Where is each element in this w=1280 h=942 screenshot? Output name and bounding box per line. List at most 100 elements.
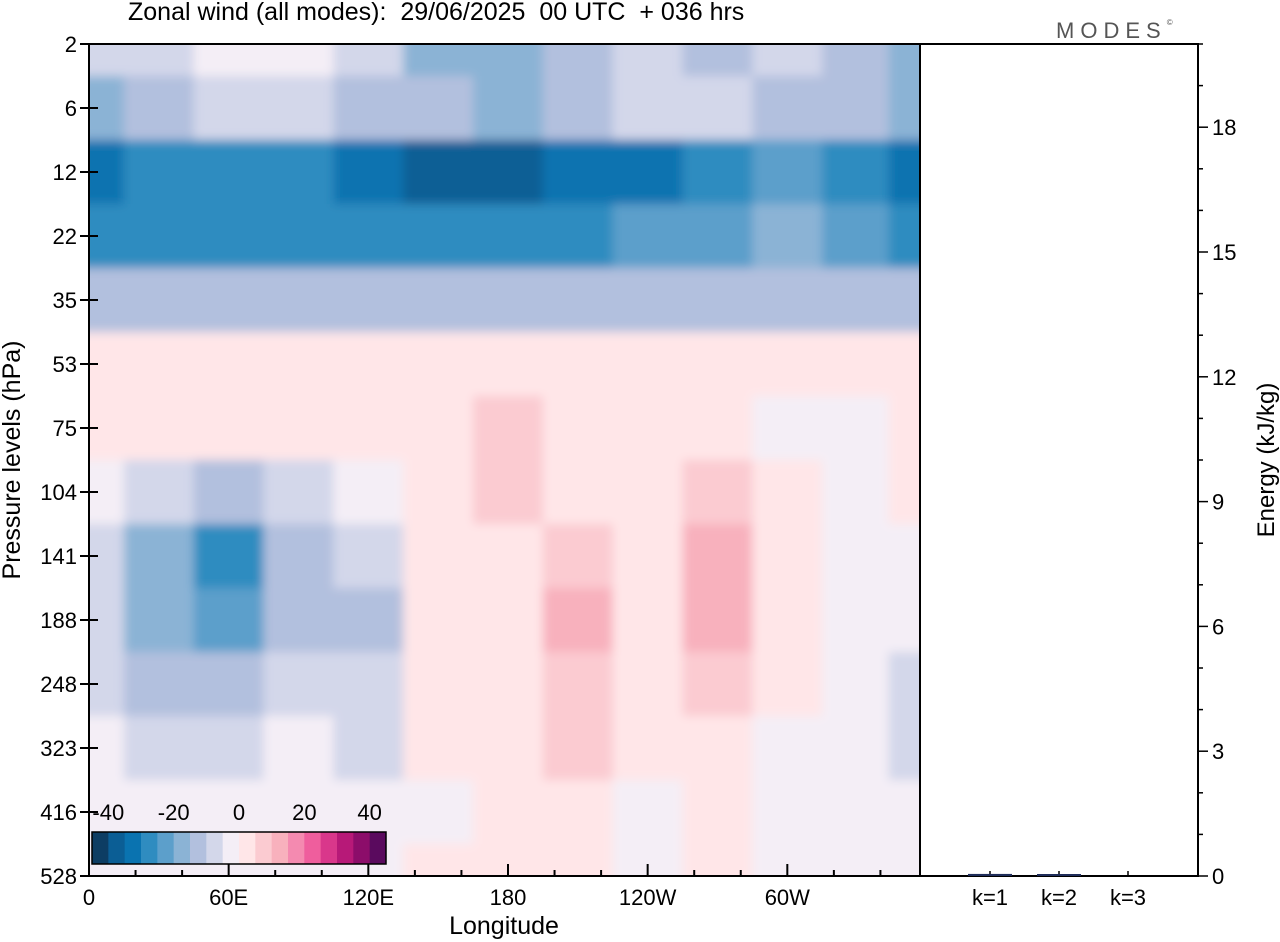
heat-cell [123, 652, 195, 717]
heat-cell [403, 44, 474, 77]
heat-cell [888, 716, 920, 781]
heat-cell [473, 460, 544, 525]
heat-cell [542, 524, 614, 589]
heat-cell [888, 588, 920, 653]
heat-cell [822, 332, 890, 397]
heat-cell [612, 204, 684, 269]
heat-cell [542, 140, 614, 205]
x-axis: 0 60E 120E 180 120W 60W [83, 864, 882, 910]
energy-category-label: k=1 [972, 885, 1008, 910]
energy-category-label: k=2 [1041, 885, 1077, 910]
heat-cell [888, 460, 920, 525]
heat-cell [752, 44, 823, 77]
heat-cell [333, 652, 404, 717]
modes-logo: MODES© [1056, 18, 1173, 43]
heat-cell [123, 716, 195, 781]
heat-cell [263, 460, 334, 525]
energy-tick-label: 15 [1212, 240, 1236, 265]
heat-cell [752, 140, 823, 205]
heat-cell [542, 204, 614, 269]
heat-cell [822, 268, 890, 333]
heat-cell [123, 524, 195, 589]
y-tick-label: 75 [53, 416, 77, 441]
energy-tick-label: 6 [1212, 614, 1224, 639]
y-tick-label: 416 [40, 800, 77, 825]
colorbar-swatch [141, 832, 158, 864]
heat-cell [822, 716, 890, 781]
colorbar-swatch [190, 832, 207, 864]
y-tick-label: 248 [40, 672, 77, 697]
heat-cell [473, 332, 544, 397]
heat-cell [682, 716, 753, 781]
wind-contour-field [89, 44, 920, 876]
heat-cell [193, 204, 265, 269]
heat-cell [123, 204, 195, 269]
heat-cell [752, 524, 823, 589]
heat-cell [333, 332, 404, 397]
heat-cell [542, 588, 614, 653]
colorbar-swatch [369, 832, 387, 864]
heat-cell [193, 460, 265, 525]
heat-cell [542, 76, 614, 141]
y-tick-label: 323 [40, 736, 77, 761]
heat-cell [263, 588, 334, 653]
heat-cell [888, 524, 920, 589]
heat-cell [682, 396, 753, 461]
heat-cell [822, 524, 890, 589]
heat-cell [263, 524, 334, 589]
heat-cell [682, 588, 753, 653]
heat-cell [403, 780, 474, 845]
heat-cell [193, 652, 265, 717]
heat-cell [682, 652, 753, 717]
heat-cell [333, 460, 404, 525]
heat-cell [193, 140, 265, 205]
heat-cell [263, 204, 334, 269]
heat-cell [193, 44, 265, 77]
colorbar-swatch [157, 832, 175, 864]
heat-cell [682, 44, 753, 77]
heat-cell [193, 396, 265, 461]
colorbar-swatch [108, 832, 126, 864]
heat-cell [612, 140, 684, 205]
heat-cell [888, 396, 920, 461]
x-tick-label: 120W [619, 885, 677, 910]
heat-cell [403, 844, 474, 876]
heat-cell [263, 44, 334, 77]
energy-bar [968, 873, 1012, 876]
heat-cell [612, 524, 684, 589]
colorbar-swatch [271, 832, 289, 864]
y-axis: 2 6 12 22 35 53 75 104 141 188 248 323 416 528 [40, 32, 98, 889]
heat-cell [888, 44, 920, 77]
heat-cell [682, 76, 753, 141]
x-tick-label: 0 [83, 885, 95, 910]
x-tick-label: 180 [490, 885, 527, 910]
heat-cell [542, 396, 614, 461]
y-tick-label: 35 [53, 288, 77, 313]
colorbar-label: -40 [92, 800, 124, 825]
heat-cell [752, 268, 823, 333]
heat-cell [752, 460, 823, 525]
chart-title: Zonal wind (all modes): 29/06/2025 00 UT… [128, 0, 745, 26]
heat-cell [612, 588, 684, 653]
heat-cell [542, 268, 614, 333]
heat-cell [822, 460, 890, 525]
heat-cell [473, 268, 544, 333]
heat-cell [682, 140, 753, 205]
heat-cell [403, 524, 474, 589]
heat-cell [333, 588, 404, 653]
heat-cell [752, 332, 823, 397]
heat-cell [193, 76, 265, 141]
heat-cell [542, 780, 614, 845]
heat-cell [682, 204, 753, 269]
heat-cell [403, 204, 474, 269]
heat-cell [822, 140, 890, 205]
heat-cell [473, 652, 544, 717]
heat-cell [612, 44, 684, 77]
heat-cell [682, 268, 753, 333]
heat-cell [333, 396, 404, 461]
heat-cell [822, 588, 890, 653]
y-tick-label: 188 [40, 608, 77, 633]
heat-cell [888, 140, 920, 205]
energy-tick-label: 9 [1212, 490, 1224, 515]
heat-cell [822, 44, 890, 77]
